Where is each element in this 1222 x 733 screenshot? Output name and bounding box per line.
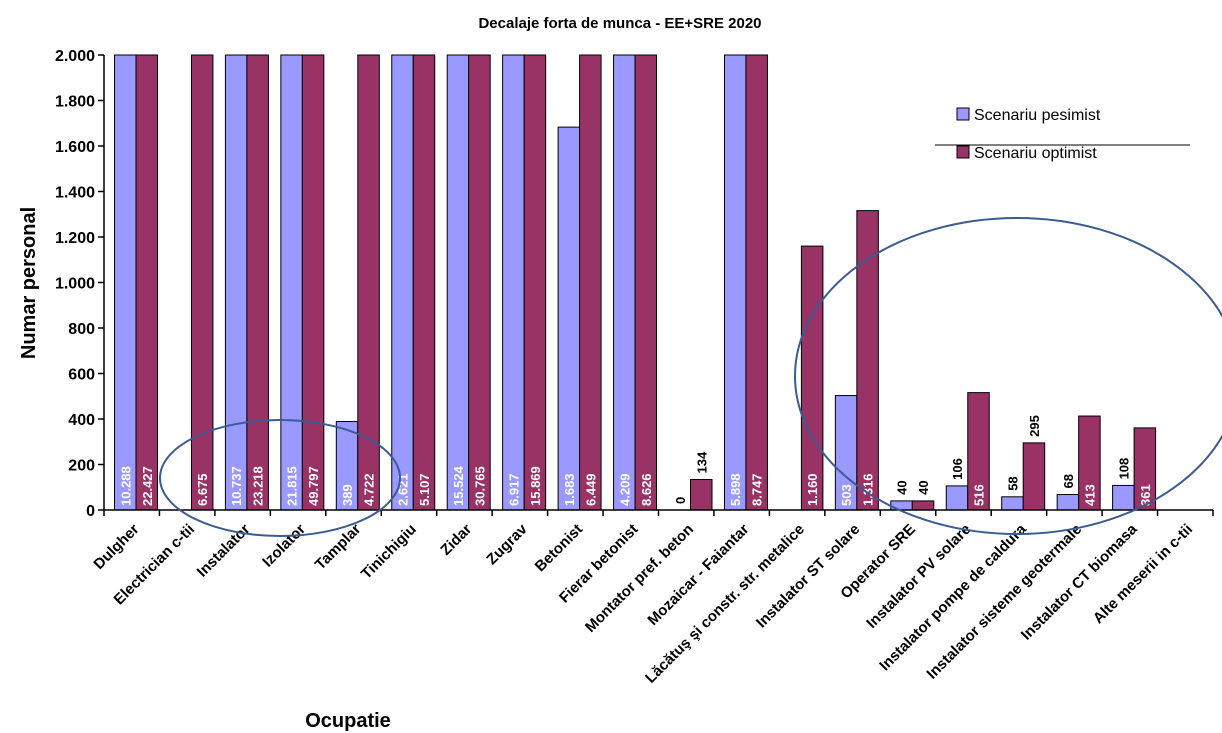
data-label: 4.209 <box>617 473 632 506</box>
bar-optimist <box>1022 442 1046 511</box>
category-label: Montator pref. beton <box>582 521 697 636</box>
highlight-ellipse-left <box>159 419 401 537</box>
data-label: 503 <box>839 484 854 506</box>
y-tick-label: 600 <box>68 367 95 384</box>
bar-optimist <box>690 479 713 511</box>
data-label: 15.869 <box>528 466 543 506</box>
data-label: 413 <box>1082 484 1097 506</box>
category-label: Betonist <box>532 521 586 575</box>
bar-pesimist <box>280 54 303 511</box>
category-label: Izolator <box>259 521 309 571</box>
data-label: 5.898 <box>728 473 743 506</box>
y-tick-label: 2.000 <box>55 48 95 65</box>
y-tick-label: 1.400 <box>55 185 95 202</box>
data-label: 30.765 <box>472 466 487 506</box>
data-label: 5.107 <box>417 473 432 506</box>
bar-optimist <box>135 54 158 511</box>
y-axis-title: Numar personal <box>18 207 40 359</box>
legend-label: Scenariu optimist <box>974 145 1097 162</box>
category-label: Alte meserii in c-tii <box>1090 521 1196 627</box>
bar-optimist <box>634 54 658 511</box>
data-label: 10.288 <box>118 466 133 506</box>
data-label: 22.427 <box>140 466 155 506</box>
data-label: 21.815 <box>285 466 300 506</box>
y-tick-label: 1.800 <box>55 94 95 111</box>
chart-title: Decalaje forta de munca - EE+SRE 2020 <box>478 15 761 32</box>
data-label: 1.316 <box>861 473 876 506</box>
category-label: Dulgher <box>90 521 142 573</box>
data-label: 108 <box>1116 458 1131 480</box>
data-label: 0 <box>673 497 688 504</box>
data-label: 361 <box>1138 484 1153 506</box>
data-label: 516 <box>972 484 987 506</box>
bar-optimist <box>301 54 325 511</box>
bar-optimist <box>468 54 491 511</box>
category-label: Instalator ST solare <box>753 521 863 631</box>
data-label: 40 <box>916 480 931 494</box>
category-label: Mozaicar - Faiantar <box>644 521 752 629</box>
data-label: 295 <box>1027 415 1042 437</box>
bar-pesimist <box>557 126 581 511</box>
bar-optimist <box>246 54 269 511</box>
legend: Scenariu pesimist Scenariu optimist <box>935 107 1190 162</box>
category-label: Zugrav <box>483 520 531 568</box>
bar-optimist <box>190 54 214 511</box>
data-label: 40 <box>895 480 910 494</box>
bar-optimist <box>357 54 380 511</box>
bar-optimist <box>911 500 935 511</box>
data-label: 389 <box>340 484 355 506</box>
category-label: Zidar <box>437 521 475 559</box>
data-label: 134 <box>694 451 709 473</box>
bar-pesimist <box>1001 496 1024 511</box>
bar-pesimist <box>1056 494 1080 511</box>
bar-optimist <box>745 54 768 511</box>
highlight-ellipse-right <box>794 217 1222 535</box>
legend-swatch <box>956 107 970 121</box>
y-tick-label: 1.600 <box>55 139 95 156</box>
bar-pesimist <box>613 54 636 511</box>
data-label: 4.722 <box>362 473 377 506</box>
x-axis-title: Ocupatie <box>305 710 391 732</box>
y-tick-label: 800 <box>68 321 95 338</box>
bar-optimist <box>579 54 602 511</box>
data-label: 23.218 <box>251 466 266 506</box>
bar-pesimist <box>945 485 969 511</box>
y-tick-label: 0 <box>86 503 95 520</box>
data-label: 106 <box>950 458 965 480</box>
data-label: 6.675 <box>195 473 210 506</box>
data-label: 8.626 <box>639 473 654 506</box>
data-label: 10.737 <box>229 466 244 506</box>
bar-pesimist <box>1112 484 1135 511</box>
bar-optimist <box>800 245 824 511</box>
y-tick-label: 400 <box>68 412 95 429</box>
bar-pesimist <box>114 54 137 511</box>
data-label: 68 <box>1061 474 1076 488</box>
y-tick-label: 1.200 <box>55 230 95 247</box>
bars-layer <box>114 54 1157 511</box>
data-label: 58 <box>1005 476 1020 490</box>
legend-swatch <box>956 145 970 159</box>
data-label: 6.917 <box>506 473 521 506</box>
bar-pesimist <box>391 54 414 511</box>
bar-pesimist <box>446 54 470 511</box>
data-label: 8.747 <box>750 473 765 506</box>
y-tick-label: 200 <box>68 458 95 475</box>
legend-label: Scenariu pesimist <box>974 107 1101 124</box>
data-label: 49.797 <box>306 466 321 506</box>
data-label: 1.160 <box>805 473 820 506</box>
y-tick-label: 1.000 <box>55 276 95 293</box>
bar-optimist <box>412 54 436 511</box>
data-label: 1.683 <box>562 473 577 506</box>
bar-pesimist <box>723 54 747 511</box>
data-label: 15.524 <box>451 465 466 506</box>
category-label: Instalator PV solare <box>863 521 974 632</box>
category-label: Tinichigiu <box>358 521 420 583</box>
bar-pesimist <box>502 54 525 511</box>
bar-optimist <box>523 54 547 511</box>
bar-pesimist <box>224 54 248 511</box>
data-label: 6.449 <box>583 473 598 506</box>
